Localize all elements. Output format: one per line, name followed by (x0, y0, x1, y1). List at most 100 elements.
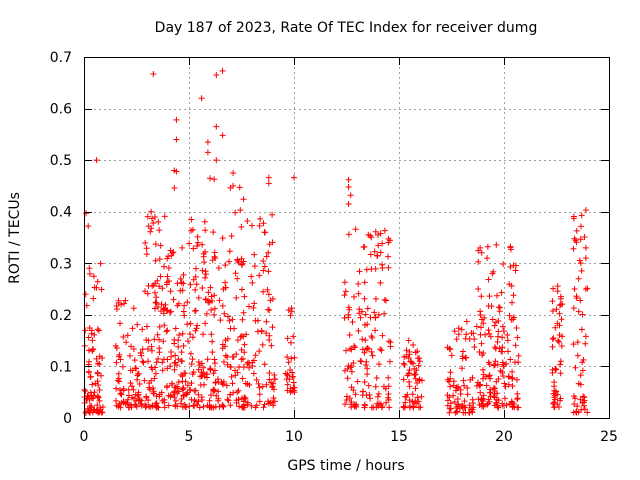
data-point (171, 389, 178, 396)
y-tick-label: 0.2 (50, 308, 72, 324)
data-point (161, 396, 168, 403)
data-point (557, 361, 564, 368)
data-point (447, 369, 454, 376)
data-point (471, 344, 478, 351)
data-point (581, 394, 588, 401)
data-point (478, 249, 485, 256)
data-point (149, 283, 156, 290)
data-point (87, 389, 94, 396)
data-point (238, 224, 245, 231)
data-point (559, 301, 566, 308)
data-point (409, 391, 416, 398)
data-point (95, 394, 102, 401)
data-point (451, 398, 458, 405)
data-point (467, 376, 474, 383)
data-point (254, 328, 261, 335)
data-point (250, 304, 257, 311)
data-point (124, 401, 131, 408)
data-point (187, 320, 194, 327)
data-point (464, 385, 471, 392)
data-point (268, 399, 275, 406)
data-point (372, 295, 379, 302)
data-point (266, 332, 273, 339)
data-point (202, 274, 209, 281)
data-point (172, 384, 179, 391)
data-point (480, 392, 487, 399)
data-point (187, 350, 194, 357)
data-point (207, 392, 214, 399)
data-point (355, 280, 362, 287)
data-point (342, 367, 349, 374)
data-point (446, 345, 453, 352)
data-point (164, 273, 171, 280)
data-point (171, 184, 178, 191)
data-point (362, 362, 369, 369)
data-point (195, 391, 202, 398)
data-point (371, 248, 378, 255)
data-point (372, 383, 379, 390)
data-point (205, 299, 212, 306)
data-point (155, 218, 162, 225)
data-point (265, 268, 272, 275)
data-point (178, 358, 185, 365)
data-point (241, 394, 248, 401)
data-point (143, 403, 150, 410)
data-point (415, 404, 422, 411)
data-point (386, 404, 393, 411)
data-point (140, 359, 147, 366)
data-point (133, 365, 140, 372)
data-point (513, 324, 520, 331)
data-point (125, 392, 132, 399)
data-point (209, 349, 216, 356)
data-point (468, 405, 475, 412)
data-point (222, 279, 229, 286)
data-point (290, 373, 297, 380)
data-point (157, 273, 164, 280)
data-point (412, 349, 419, 356)
data-point (489, 316, 496, 323)
data-point (145, 358, 152, 365)
data-point (213, 72, 220, 79)
data-point (372, 327, 379, 334)
data-point (460, 377, 467, 384)
data-point (550, 285, 557, 292)
data-point (211, 176, 218, 183)
data-point (403, 393, 410, 400)
data-point (223, 382, 230, 389)
data-point (90, 295, 97, 302)
data-point (157, 242, 164, 249)
data-point (202, 227, 209, 234)
data-point (385, 374, 392, 381)
data-point (269, 324, 276, 331)
data-point (447, 383, 454, 390)
data-point (119, 363, 126, 370)
data-point (361, 402, 368, 409)
data-point (203, 374, 210, 381)
data-point (113, 302, 120, 309)
data-point (266, 241, 273, 248)
data-point (85, 408, 92, 415)
data-point (85, 223, 92, 230)
data-point (508, 316, 515, 323)
data-point (447, 405, 454, 412)
data-point (287, 366, 294, 373)
data-point (493, 241, 500, 248)
data-point (194, 242, 201, 249)
data-point (208, 293, 215, 300)
data-point (506, 281, 513, 288)
data-point (253, 402, 260, 409)
x-axis-label: GPS time / hours (287, 458, 404, 474)
data-point (180, 280, 187, 287)
data-point (88, 402, 95, 409)
data-point (362, 311, 369, 318)
data-point (149, 215, 156, 222)
data-point (265, 291, 272, 298)
data-point (194, 401, 201, 408)
data-point (125, 386, 132, 393)
data-point (172, 352, 179, 359)
data-point (135, 370, 142, 377)
data-point (249, 363, 256, 370)
data-point (263, 253, 270, 260)
data-point (466, 409, 473, 416)
data-point (198, 360, 205, 367)
